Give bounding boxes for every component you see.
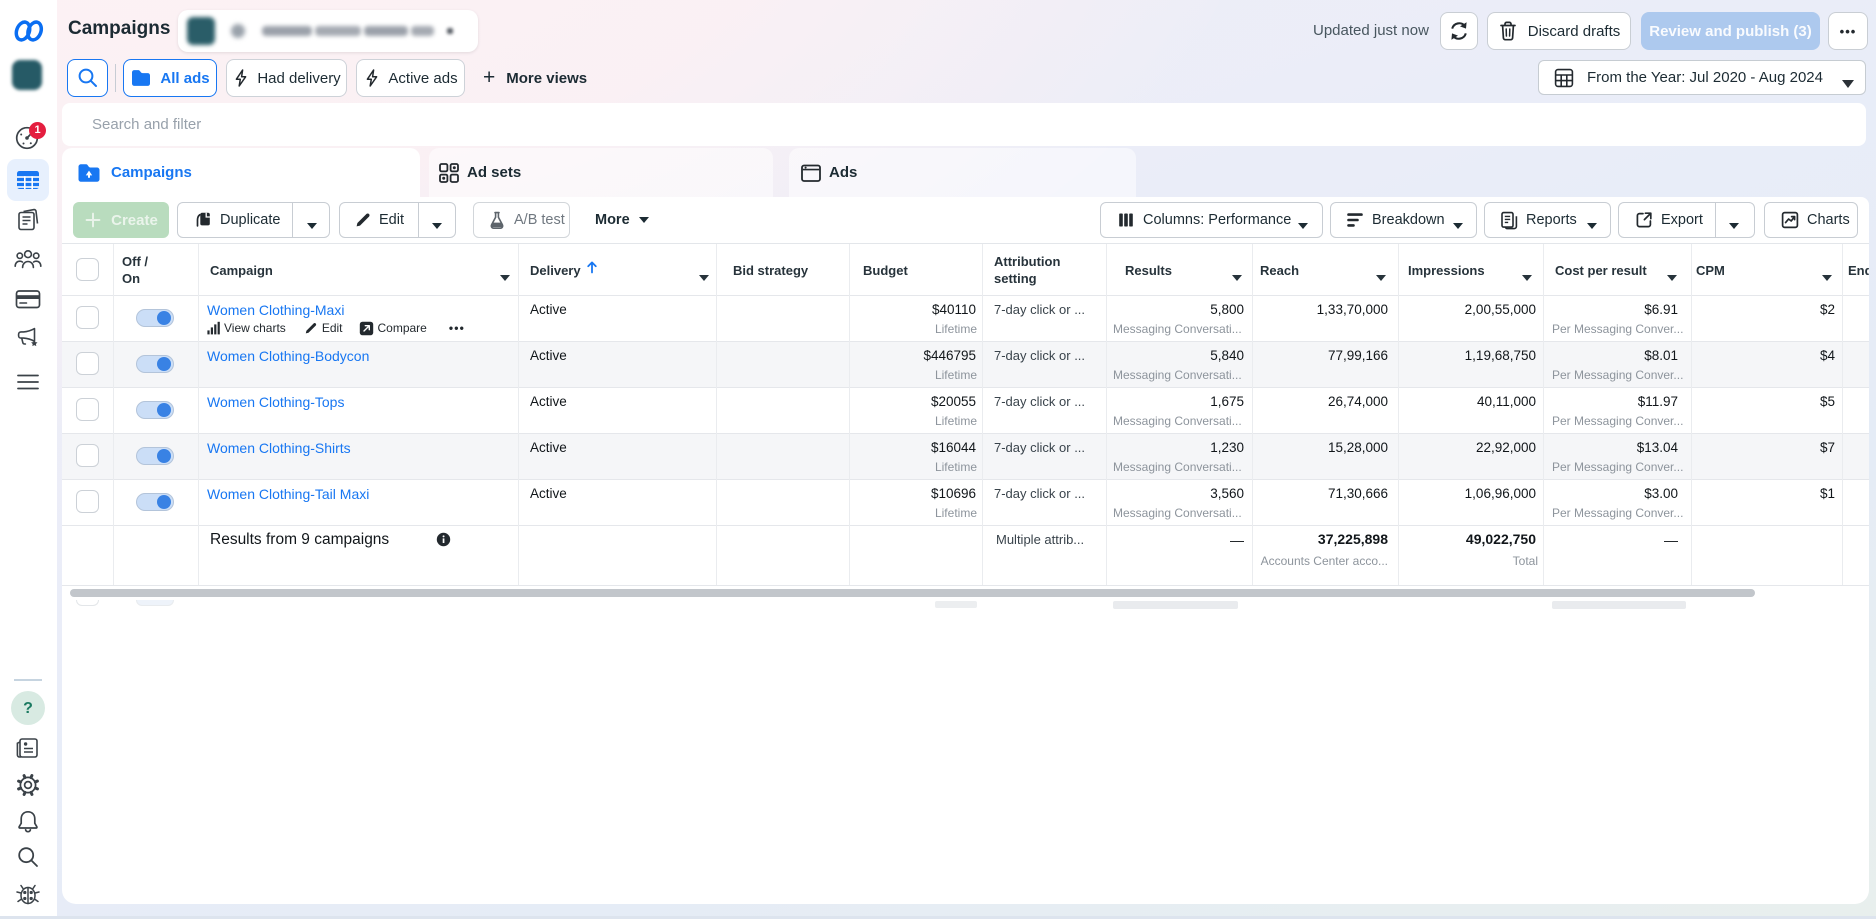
- svg-text:?: ?: [23, 700, 33, 717]
